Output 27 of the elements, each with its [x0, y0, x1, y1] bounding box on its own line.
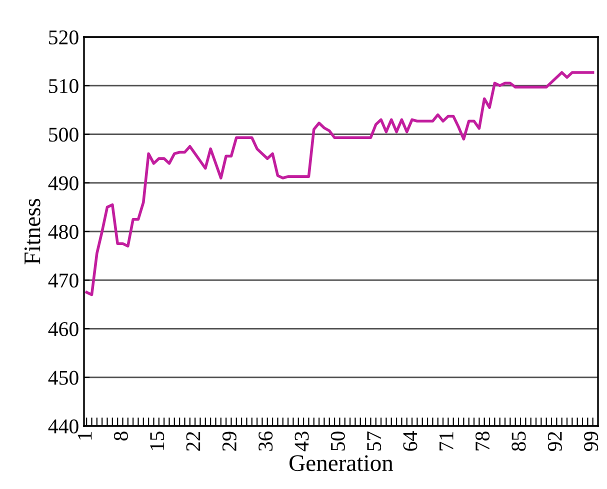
y-tick-label: 490: [48, 176, 78, 190]
y-tick-label: 440: [48, 419, 78, 434]
x-tick-label: 85: [512, 432, 526, 451]
x-tick-label: 29: [222, 432, 236, 451]
x-axis-title: Generation: [290, 455, 394, 472]
x-tick-label: 92: [548, 432, 562, 452]
x-tick-label: 50: [330, 432, 345, 450]
y-tick-label: 480: [48, 224, 78, 239]
y-tick-label: 510: [49, 79, 78, 94]
y-tick-label: 500: [49, 128, 78, 142]
x-tick-label: 78: [476, 432, 490, 450]
x-tick-label: 71: [439, 432, 454, 450]
x-tick-label: 1: [78, 432, 92, 440]
x-tick-label: 15: [150, 432, 164, 450]
y-tick-label: 450: [48, 370, 78, 385]
x-tick-label: 36: [258, 431, 273, 451]
y-tick-label: 460: [48, 322, 78, 336]
y-axis-title: Fitness: [24, 198, 40, 264]
x-tick-label: 8: [114, 432, 128, 440]
x-tick-label: 99: [584, 432, 598, 452]
line-series: [85, 71, 594, 296]
x-tick-label: 22: [186, 432, 200, 451]
y-tick-label: 470: [48, 274, 78, 288]
x-tick-label: 57: [367, 431, 382, 450]
y-tick-label: 520: [49, 30, 78, 44]
x-tick-label: 64: [403, 431, 418, 451]
x-tick-label: 43: [294, 432, 309, 452]
